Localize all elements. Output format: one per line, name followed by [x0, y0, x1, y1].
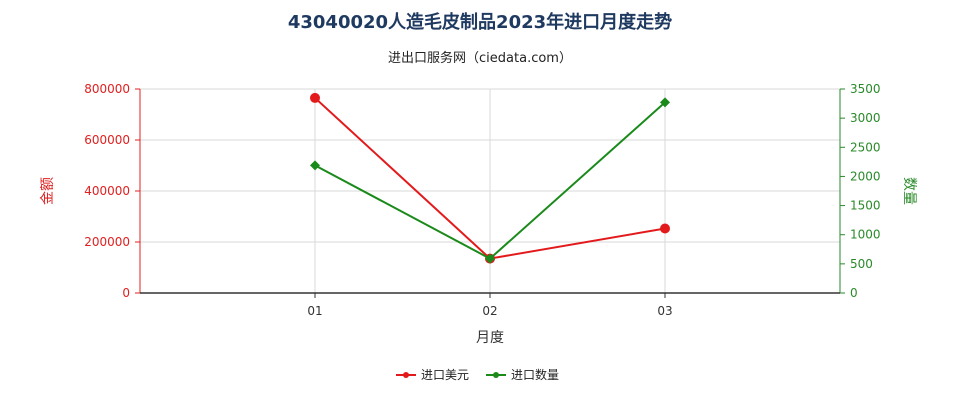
left-tick-label: 0 — [122, 286, 130, 300]
chart-title: 43040020人造毛皮制品2023年进口月度走势 — [288, 11, 672, 33]
right-tick-label: 3000 — [850, 111, 881, 125]
legend: 进口美元 进口数量 — [396, 367, 559, 382]
grid — [140, 88, 840, 293]
right-tick-label: 1000 — [850, 228, 881, 242]
data-point-import-qty — [485, 253, 495, 264]
legend-marker-import-qty — [493, 372, 499, 378]
right-tick-label: 2500 — [850, 140, 881, 154]
left-tick-label: 600000 — [84, 133, 130, 147]
right-tick-label: 1500 — [850, 199, 881, 213]
right-tick-label: 3500 — [850, 82, 881, 96]
right-tick-label: 500 — [850, 257, 873, 271]
legend-marker-import-usd — [403, 372, 409, 378]
data-point-import-usd — [310, 92, 320, 103]
data-point-import-qty — [310, 160, 320, 171]
legend-item-import-qty[interactable]: 进口数量 — [486, 367, 559, 382]
left-tick-label: 800000 — [84, 82, 130, 96]
x-axis-title: 月度 — [476, 330, 504, 346]
right-axis-title: 数量 — [901, 177, 917, 205]
data-point-import-qty — [660, 97, 670, 108]
legend-label-import-qty: 进口数量 — [511, 367, 559, 382]
axes — [135, 88, 845, 298]
right-tick-label: 0 — [850, 286, 858, 300]
right-tick-label: 2000 — [850, 169, 881, 183]
left-tick-label: 200000 — [84, 235, 130, 249]
x-tick-label: 02 — [482, 304, 497, 318]
left-axis-title: 金额 — [40, 177, 56, 205]
legend-label-import-usd: 进口美元 — [421, 368, 469, 382]
tick-labels: 0 200000 400000 600000 800000 01 02 03 0 500 1000 1… — [84, 82, 880, 318]
chart-subtitle: 进出口服务网（ciedata.com） — [388, 50, 572, 66]
x-tick-label: 03 — [657, 304, 672, 318]
left-tick-label: 400000 — [84, 184, 130, 198]
legend-item-import-usd[interactable]: 进口美元 — [396, 368, 469, 382]
data-point-import-usd — [660, 223, 670, 234]
series-layer — [310, 92, 670, 264]
x-tick-label: 01 — [307, 304, 322, 318]
